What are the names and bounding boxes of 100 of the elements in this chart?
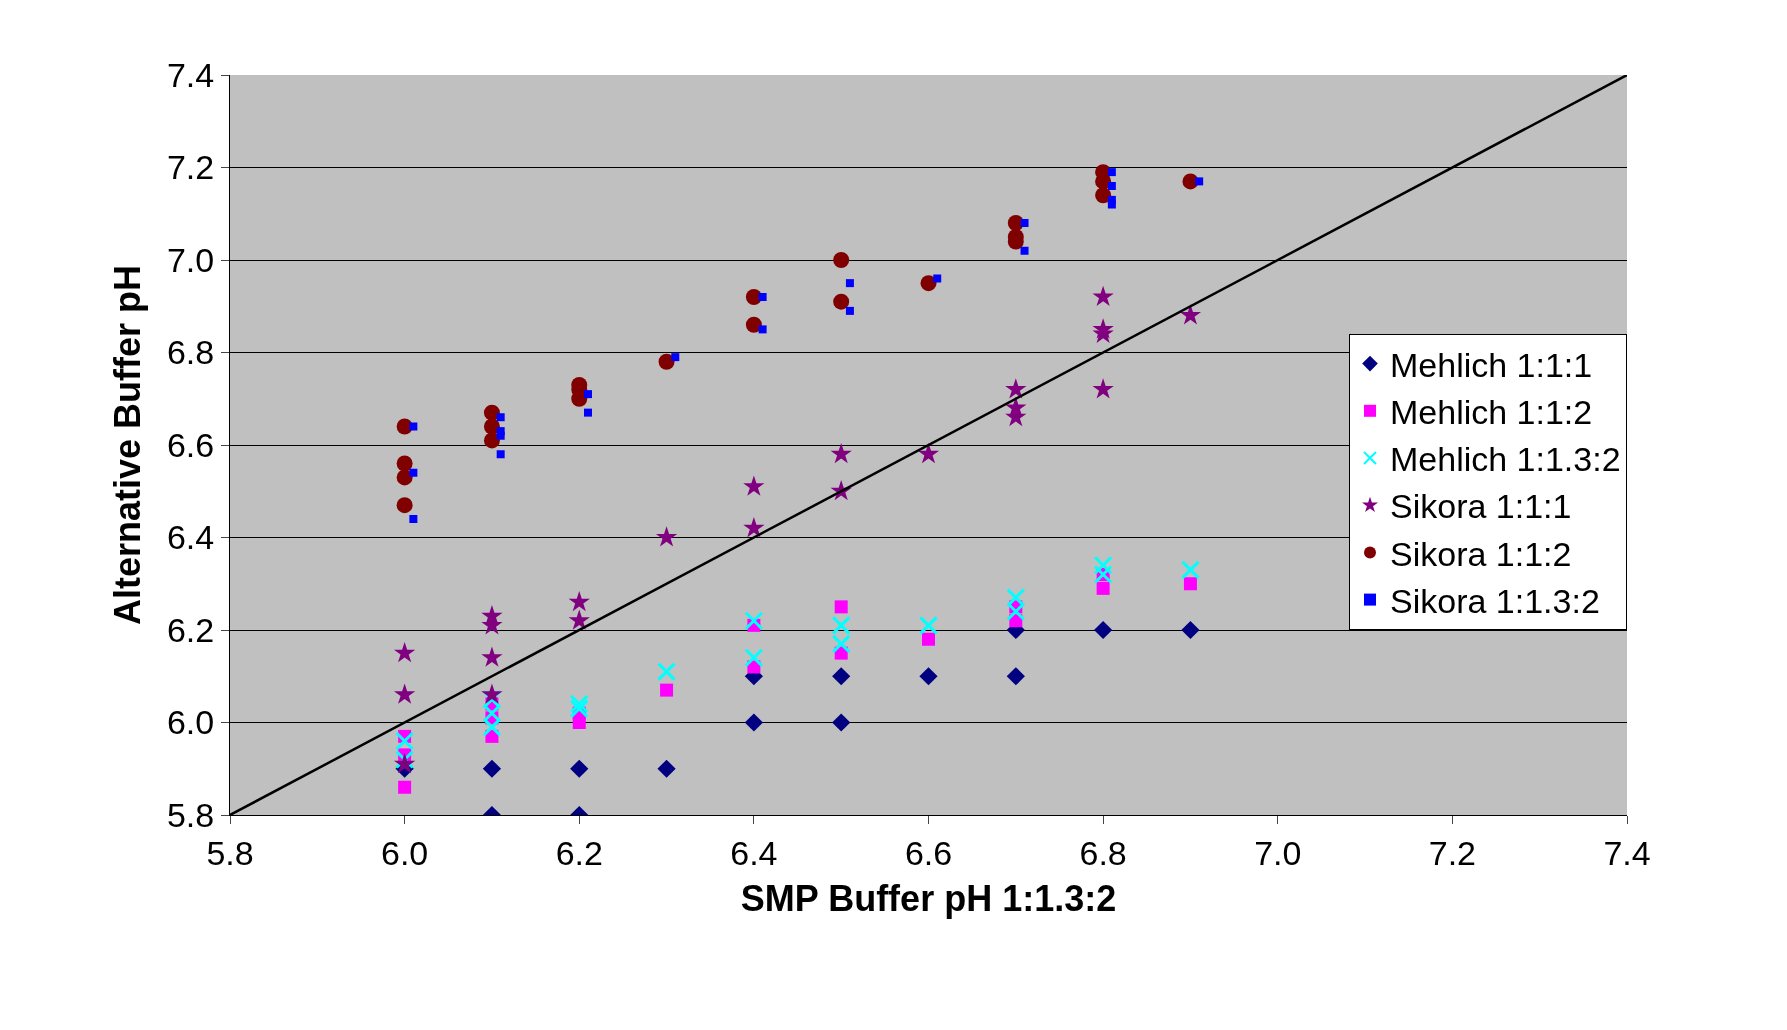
point (583, 408, 592, 417)
point (933, 274, 942, 283)
point (409, 422, 418, 431)
point (758, 293, 767, 301)
point (831, 634, 851, 654)
point (1020, 219, 1029, 227)
point (743, 517, 765, 538)
y-tick-label: 7.4 (166, 55, 215, 94)
legend-label: Mehlich 1:1:1 (1390, 345, 1593, 384)
y-tick-label: 6.8 (166, 333, 215, 372)
point (657, 759, 676, 778)
legend-label: Sikora 1:1:1 (1390, 487, 1572, 526)
point (496, 431, 505, 440)
point (1092, 285, 1114, 307)
point (1006, 588, 1026, 608)
point (568, 609, 590, 630)
point (482, 759, 502, 778)
point (1181, 620, 1200, 640)
point (483, 432, 500, 449)
point (496, 413, 505, 422)
x-tick-label: 6.8 (1079, 833, 1127, 872)
point (920, 275, 937, 292)
y-tick-label: 6.2 (166, 610, 215, 649)
point (655, 526, 678, 547)
point (834, 600, 848, 614)
point (393, 683, 416, 704)
point (570, 759, 589, 778)
point (1093, 555, 1113, 575)
point (482, 717, 502, 737)
x-tick-label: 6.2 (555, 833, 603, 872)
point (396, 497, 413, 514)
point (481, 646, 503, 667)
point (1006, 667, 1025, 686)
point (830, 443, 852, 464)
x-tick-label: 7.2 (1428, 833, 1476, 872)
point (409, 468, 418, 477)
point (1195, 177, 1204, 186)
point (393, 752, 416, 774)
point (833, 252, 850, 268)
point (744, 648, 764, 668)
point (1096, 581, 1110, 595)
x-tick-label: 6.0 (381, 833, 429, 872)
point (398, 780, 412, 794)
y-axis-title: Alternative Buffer pH (106, 264, 148, 626)
point (745, 316, 762, 333)
point (922, 632, 935, 646)
point (671, 353, 680, 362)
point (396, 455, 413, 472)
point (833, 293, 850, 310)
point (395, 731, 415, 751)
x-axis-title: SMP Buffer pH 1:1.3:2 (740, 878, 1117, 920)
point (917, 443, 940, 464)
point (743, 475, 765, 496)
legend-label: Mehlich 1:1:2 (1390, 393, 1593, 432)
x-tick-label: 6.4 (730, 833, 778, 872)
point (395, 750, 415, 769)
y-tick-label: 7.2 (166, 148, 215, 187)
y-tick-label: 5.8 (166, 795, 215, 834)
y-tick-label: 6.6 (166, 425, 215, 464)
point (1183, 577, 1197, 591)
x-tick-label: 6.6 (904, 833, 953, 872)
y-tick-label: 6.0 (166, 703, 215, 742)
legend-label: Sikora 1:1:2 (1390, 534, 1572, 573)
point (1006, 602, 1026, 621)
point (481, 683, 503, 704)
point (744, 611, 764, 631)
legend-label: Sikora 1:1.3:2 (1390, 581, 1600, 620)
x-tick-label: 7.4 (1603, 833, 1651, 872)
x-tick-label: 7.0 (1254, 833, 1302, 872)
point (496, 450, 505, 459)
point (1092, 378, 1114, 399)
point (1094, 620, 1113, 640)
point (568, 591, 590, 612)
point (660, 683, 674, 697)
point (845, 306, 854, 315)
point (832, 713, 851, 732)
point (845, 279, 854, 288)
point (919, 615, 938, 635)
point (831, 615, 851, 635)
point (657, 662, 677, 682)
point (1107, 200, 1116, 209)
point (1005, 378, 1027, 399)
point (1180, 560, 1200, 580)
y-tick-label: 6.4 (166, 518, 215, 557)
point (409, 515, 418, 523)
point (393, 641, 416, 663)
y-tick-label: 7.0 (166, 240, 215, 279)
point (919, 667, 938, 686)
point (1107, 182, 1116, 190)
point (832, 667, 851, 686)
point (1107, 168, 1116, 177)
point (583, 390, 592, 399)
point (758, 325, 767, 334)
x-tick-label: 5.8 (206, 833, 254, 872)
point (658, 353, 675, 370)
point (1020, 246, 1029, 255)
point (1179, 304, 1202, 325)
legend-label: Mehlich 1:1.3:2 (1390, 440, 1621, 479)
point (1095, 187, 1112, 204)
point (744, 713, 763, 732)
